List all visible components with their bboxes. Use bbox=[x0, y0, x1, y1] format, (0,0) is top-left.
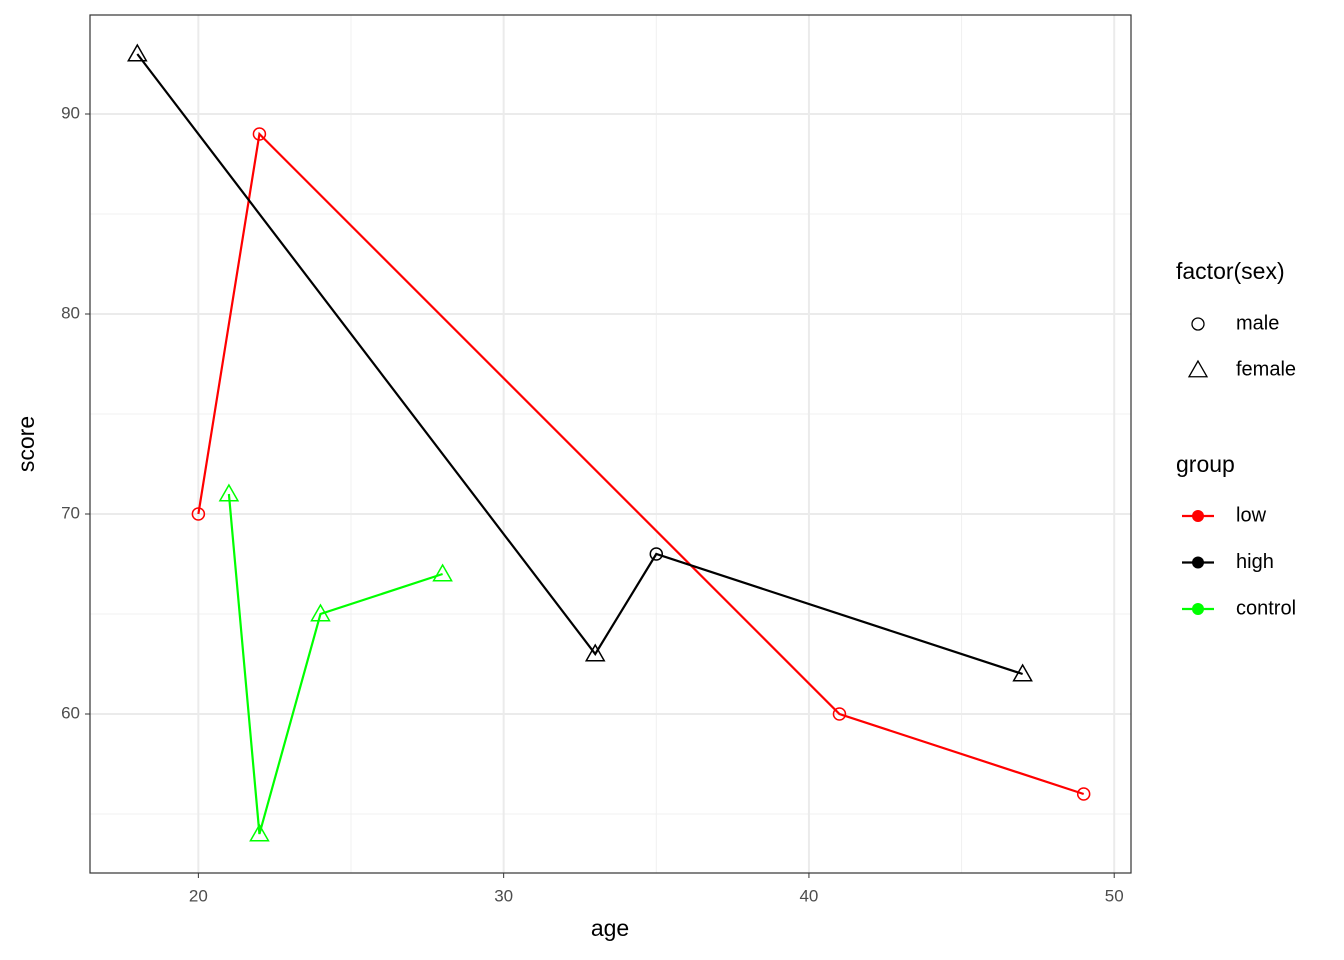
triangle-marker bbox=[584, 643, 606, 662]
circle-marker bbox=[1076, 787, 1091, 801]
triangle-marker bbox=[249, 823, 270, 842]
y-tick-label: 60 bbox=[61, 703, 80, 722]
x-tick-label: 20 bbox=[189, 886, 208, 905]
x-tick-label: 50 bbox=[1105, 886, 1124, 905]
legend-label: female bbox=[1236, 358, 1296, 380]
circle-marker bbox=[832, 707, 847, 721]
triangle-marker bbox=[432, 563, 453, 582]
legend-key-dot bbox=[1192, 556, 1204, 569]
legend-key-dot bbox=[1192, 603, 1204, 615]
circle-marker bbox=[252, 127, 267, 141]
panel-border bbox=[89, 14, 1132, 874]
legend-label: low bbox=[1236, 504, 1267, 526]
series-line bbox=[197, 131, 1085, 796]
x-axis-title: age bbox=[591, 915, 629, 941]
shape-legend-title: factor(sex) bbox=[1176, 258, 1285, 284]
color-legend-title: group bbox=[1176, 451, 1235, 477]
triangle-marker bbox=[1187, 359, 1209, 378]
y-tick-label: 80 bbox=[61, 303, 80, 322]
triangle-marker bbox=[218, 483, 240, 502]
legend-label: control bbox=[1236, 597, 1296, 619]
legend-label: high bbox=[1236, 551, 1274, 573]
circle-marker bbox=[649, 547, 664, 561]
series-line bbox=[227, 493, 443, 835]
x-tick-label: 30 bbox=[494, 886, 513, 905]
series-line bbox=[136, 53, 1023, 676]
y-tick-label: 90 bbox=[61, 103, 80, 122]
triangle-marker bbox=[310, 603, 331, 622]
y-tick-label: 70 bbox=[61, 503, 80, 522]
legend-label: male bbox=[1236, 312, 1279, 334]
x-tick-label: 40 bbox=[799, 886, 818, 905]
circle-marker bbox=[1191, 317, 1205, 331]
circle-marker bbox=[191, 507, 206, 521]
triangle-marker bbox=[1012, 663, 1033, 682]
y-axis-title: score bbox=[13, 416, 39, 472]
triangle-marker bbox=[127, 43, 148, 62]
legend-key-dot bbox=[1192, 510, 1204, 522]
